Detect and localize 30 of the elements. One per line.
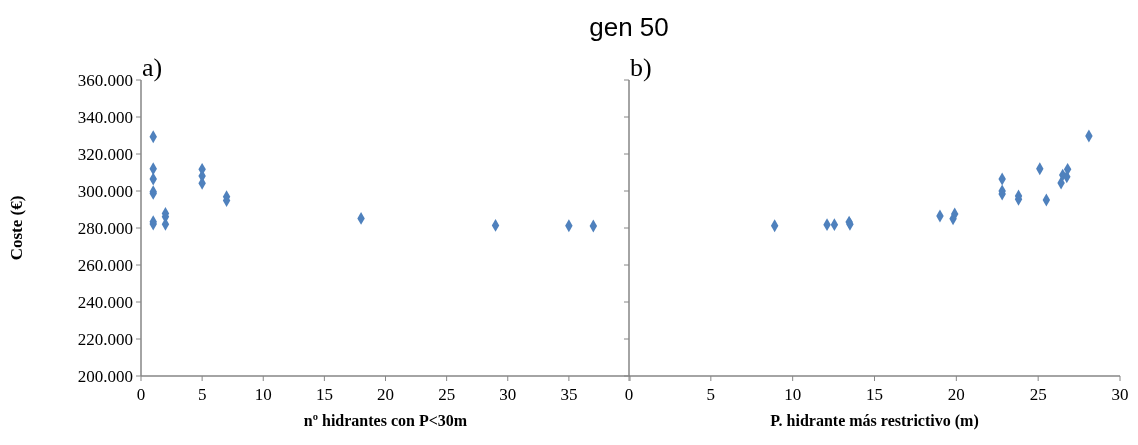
x-axis-title: nº hidrantes con P<30m [303,412,468,429]
y-tick-label: 340.000 [77,107,133,127]
x-tick-label: 15 [315,385,333,404]
x-tick-label: 5 [706,385,716,404]
x-tick-label: 0 [136,385,146,404]
text: gen 50 [589,12,669,42]
x-tick-label: 15 [866,385,883,404]
x-tick-label: 35 [560,385,578,404]
x-tick-label: 25 [1029,385,1047,404]
y-tick-label: 300.000 [77,181,133,201]
x-tick-label: 0 [624,385,634,404]
x-tick-label: 30 [1111,385,1129,404]
x-tick-label: 5 [197,385,207,404]
x-axis-title: P. hidrante más restrictivo (m) [770,412,979,430]
x-tick-label: 25 [438,385,456,404]
x-tick-label: 10 [254,385,272,404]
y-tick-label: 200.000 [77,366,133,386]
chart-title: a) [142,53,163,82]
y-tick-label: 240.000 [77,292,133,312]
x-tick-label: 20 [377,385,394,404]
x-tick-label: 20 [947,385,965,404]
y-axis-title: Coste (€) [7,195,26,261]
x-tick-label: 30 [499,385,517,404]
y-tick-label: 260.000 [77,255,133,275]
x-tick-label: 10 [784,385,802,404]
y-tick-label: 360.000 [77,70,133,90]
chart-title: b) [630,53,652,82]
y-tick-label: 280.000 [77,218,133,238]
y-tick-label: 220.000 [77,329,133,349]
y-tick-label: 320.000 [77,144,133,164]
